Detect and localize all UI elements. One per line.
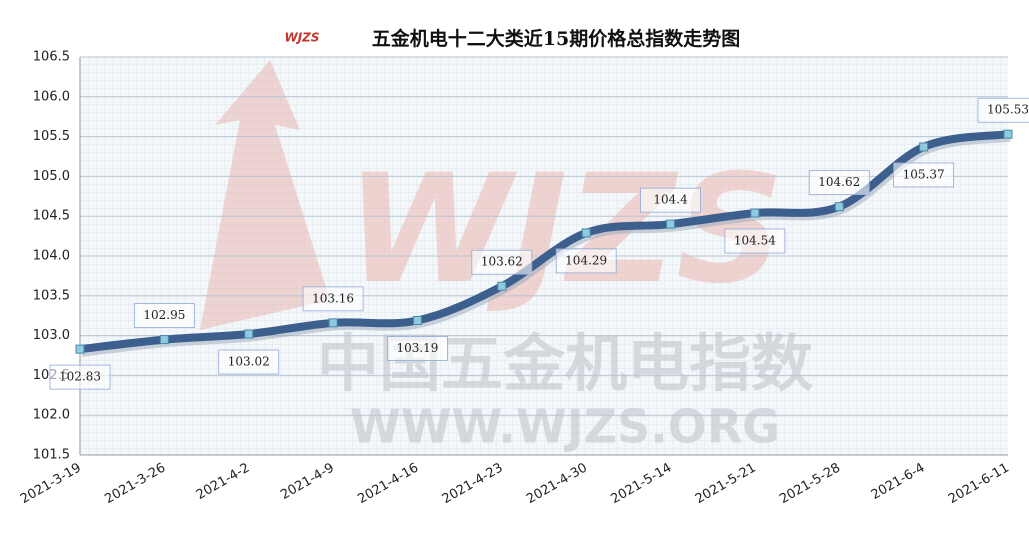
x-tick-label: 2021-4-23 xyxy=(440,461,506,508)
value-label-box xyxy=(893,162,955,188)
value-label: 103.19 xyxy=(396,341,438,355)
value-label-box xyxy=(302,286,364,312)
value-label: 103.02 xyxy=(228,355,270,369)
y-tick-label: 105.0 xyxy=(33,169,70,184)
value-label: 104.29 xyxy=(565,253,607,267)
y-tick-label: 105.5 xyxy=(33,129,70,144)
marker xyxy=(244,329,254,339)
marker xyxy=(328,318,338,328)
y-tick-label: 101.5 xyxy=(33,448,70,463)
x-tick-label: 2021-5-21 xyxy=(693,461,759,508)
value-label-box xyxy=(808,170,870,196)
value-label-box xyxy=(218,349,280,375)
x-tick-label: 2021-6-4 xyxy=(869,461,928,503)
value-label: 105.53 xyxy=(987,103,1029,117)
value-label-box xyxy=(471,249,533,275)
value-label-box xyxy=(133,303,195,328)
y-tick-label: 104.5 xyxy=(33,209,70,224)
x-tick-label: 2021-5-28 xyxy=(777,461,843,508)
x-tick-label: 2021-4-30 xyxy=(524,461,590,508)
y-tick-label: 104.0 xyxy=(33,249,70,264)
value-label: 103.62 xyxy=(481,255,523,269)
watermark-logo: WJZS xyxy=(346,143,784,317)
marker xyxy=(497,281,507,291)
value-label: 102.83 xyxy=(59,370,101,384)
x-tick-label: 2021-4-9 xyxy=(278,461,337,503)
value-label-box xyxy=(724,228,786,254)
y-tick-label: 106.0 xyxy=(33,89,70,104)
value-label-box xyxy=(977,97,1029,123)
x-tick-label: 2021-4-16 xyxy=(355,461,421,508)
x-tick-label: 2021-3-26 xyxy=(102,461,168,508)
x-tick-label: 2021-5-14 xyxy=(609,461,675,508)
value-label-box xyxy=(49,364,111,390)
series-line xyxy=(76,130,1012,354)
marker xyxy=(834,202,844,212)
marker xyxy=(581,228,591,238)
y-tick-label: 102.0 xyxy=(33,408,70,423)
y-tick-label: 103.5 xyxy=(33,288,70,303)
value-label-box xyxy=(387,336,448,361)
value-label: 105.37 xyxy=(903,167,945,181)
value-label-box xyxy=(640,187,701,213)
marker xyxy=(750,208,760,218)
y-tick-label: 106.5 xyxy=(33,50,70,65)
marker xyxy=(666,219,676,229)
value-label: 104.62 xyxy=(818,175,860,189)
marker xyxy=(75,344,85,354)
value-label-box xyxy=(555,248,617,274)
watermark-url: WWW.WJZS.ORG xyxy=(350,400,780,454)
value-label: 104.4 xyxy=(653,193,688,207)
x-tick-label: 2021-3-19 xyxy=(18,461,84,508)
marker xyxy=(159,335,169,345)
marker xyxy=(412,315,422,325)
marker xyxy=(1003,129,1013,139)
marker xyxy=(919,142,929,152)
watermark-arrow xyxy=(200,60,330,330)
value-label: 104.54 xyxy=(734,234,776,248)
value-label: 102.95 xyxy=(143,308,185,322)
x-tick-label: 2021-6-11 xyxy=(946,461,1012,508)
value-label: 103.16 xyxy=(312,291,354,305)
chart-title: 五金机电十二大类近15期价格总指数走势图 xyxy=(372,27,740,50)
y-tick-label: 103.0 xyxy=(33,328,70,343)
title-logo: WJZS xyxy=(284,31,319,45)
x-tick-label: 2021-4-2 xyxy=(194,461,253,503)
